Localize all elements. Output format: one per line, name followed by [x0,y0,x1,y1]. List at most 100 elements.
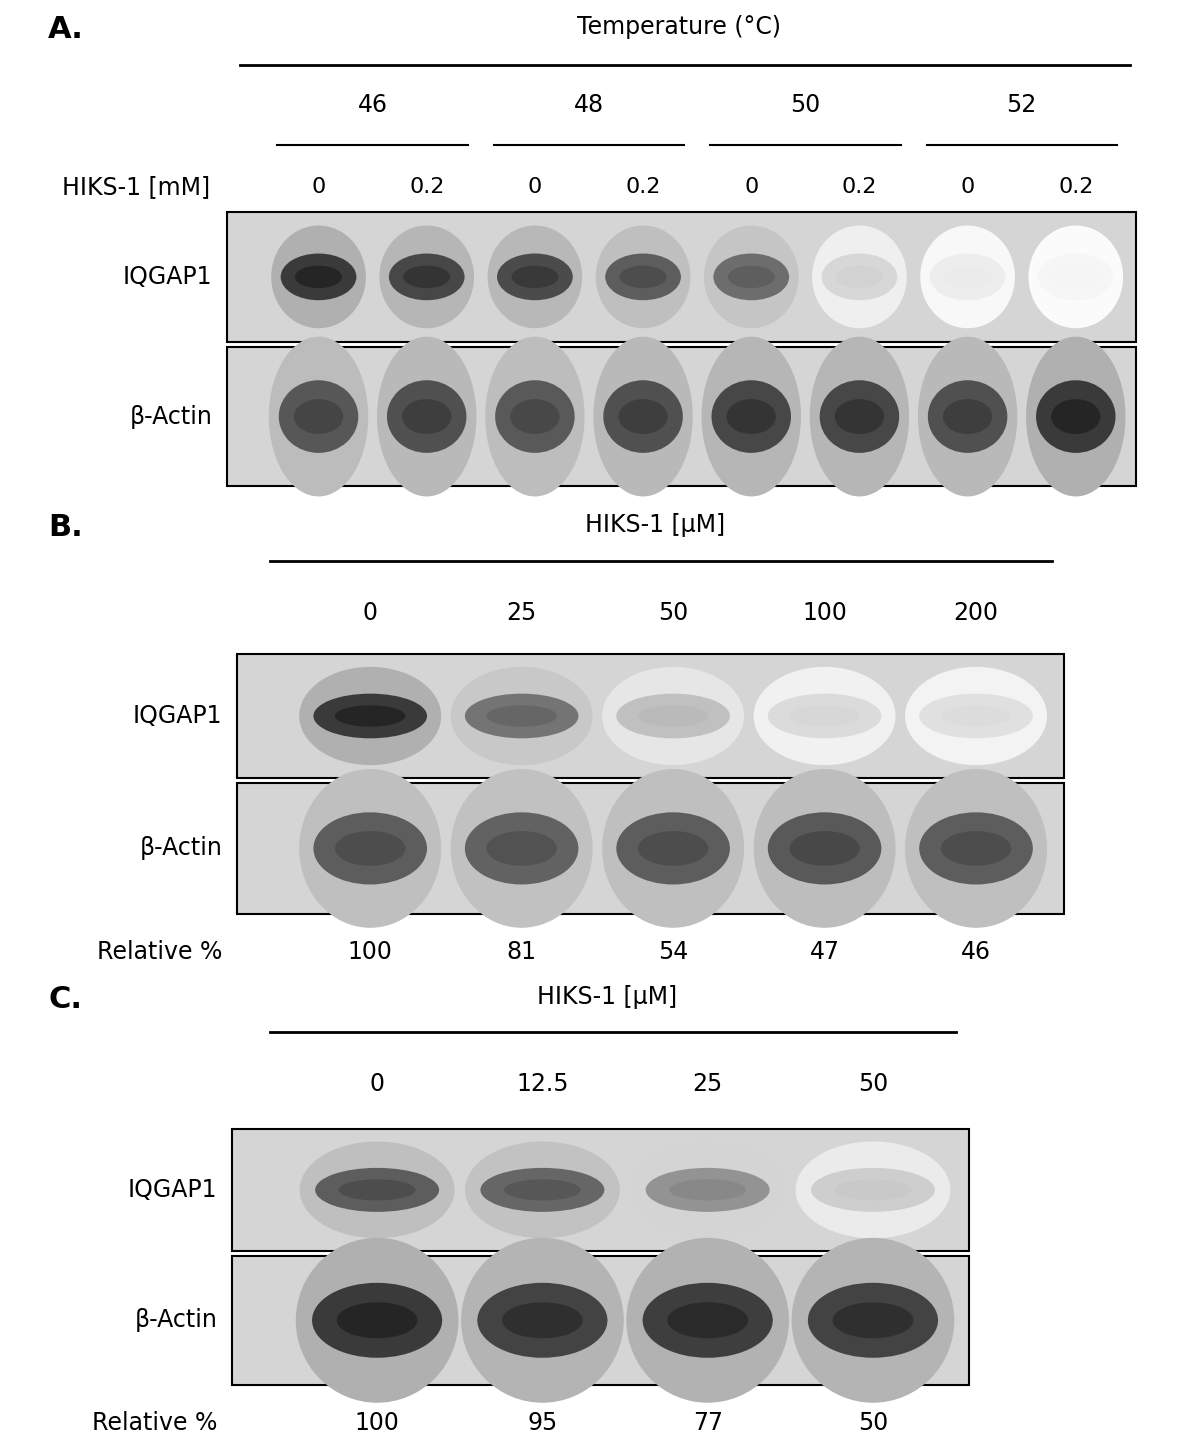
Text: 0: 0 [311,176,326,197]
Ellipse shape [702,337,801,496]
Ellipse shape [768,813,881,885]
Ellipse shape [905,667,1047,765]
Text: 50: 50 [858,1410,888,1434]
Ellipse shape [403,266,451,288]
Ellipse shape [834,1180,911,1200]
Ellipse shape [296,1238,458,1403]
Text: 50: 50 [657,602,689,625]
Ellipse shape [941,831,1011,866]
Ellipse shape [487,831,557,866]
Ellipse shape [796,1141,951,1238]
Text: 0.2: 0.2 [1058,176,1094,197]
Ellipse shape [643,1283,773,1358]
Text: IQGAP1: IQGAP1 [123,265,212,289]
Ellipse shape [617,694,730,739]
FancyBboxPatch shape [232,1129,969,1251]
Ellipse shape [451,769,593,928]
Text: 77: 77 [692,1410,722,1434]
Ellipse shape [617,813,730,885]
Ellipse shape [942,399,993,434]
FancyBboxPatch shape [237,782,1064,914]
Text: 47: 47 [810,940,839,964]
Ellipse shape [833,1303,914,1339]
Ellipse shape [834,399,885,434]
Ellipse shape [1037,253,1113,301]
Ellipse shape [704,226,798,328]
Ellipse shape [645,1168,769,1212]
Text: 46: 46 [358,93,387,117]
Ellipse shape [630,1141,785,1238]
Ellipse shape [768,694,881,739]
Ellipse shape [929,253,1005,301]
Text: 100: 100 [355,1410,399,1434]
Ellipse shape [596,226,690,328]
Ellipse shape [293,399,344,434]
Text: C.: C. [48,986,82,1015]
Ellipse shape [1052,266,1100,288]
Ellipse shape [626,1238,789,1403]
Ellipse shape [465,813,578,885]
Ellipse shape [510,399,560,434]
Ellipse shape [462,1238,624,1403]
Ellipse shape [713,253,790,301]
Text: 48: 48 [573,93,605,117]
Ellipse shape [272,226,365,328]
Ellipse shape [279,380,358,453]
Ellipse shape [638,831,708,866]
Ellipse shape [920,813,1033,885]
Text: 100: 100 [347,940,393,964]
Text: Temperature (°C): Temperature (°C) [577,14,781,39]
Ellipse shape [726,399,776,434]
Ellipse shape [335,831,405,866]
Ellipse shape [808,1283,938,1358]
Ellipse shape [314,694,427,739]
Ellipse shape [918,337,1017,496]
Text: A.: A. [48,14,84,43]
Text: 0: 0 [744,176,758,197]
Ellipse shape [810,337,909,496]
Ellipse shape [1051,399,1101,434]
Ellipse shape [486,337,584,496]
Ellipse shape [638,706,708,727]
Ellipse shape [401,399,452,434]
Ellipse shape [504,1180,581,1200]
Ellipse shape [299,1141,454,1238]
Text: Relative %: Relative % [91,1410,218,1434]
Ellipse shape [281,253,357,301]
FancyBboxPatch shape [226,347,1136,486]
Ellipse shape [502,1303,583,1339]
Ellipse shape [602,769,744,928]
Ellipse shape [488,226,582,328]
Text: Relative %: Relative % [97,940,222,964]
Ellipse shape [465,1141,620,1238]
FancyBboxPatch shape [232,1255,969,1385]
Ellipse shape [339,1180,416,1200]
Text: 0: 0 [528,176,542,197]
Ellipse shape [792,1238,954,1403]
Ellipse shape [511,266,559,288]
Text: 54: 54 [657,940,689,964]
Text: IQGAP1: IQGAP1 [127,1178,218,1202]
Ellipse shape [603,380,683,453]
Ellipse shape [712,380,791,453]
Ellipse shape [294,266,343,288]
Ellipse shape [670,1180,746,1200]
Ellipse shape [495,380,575,453]
Text: HIKS-1 [μM]: HIKS-1 [μM] [537,986,677,1009]
Text: 95: 95 [528,1410,558,1434]
Text: 0: 0 [363,602,377,625]
Ellipse shape [754,769,895,928]
Ellipse shape [820,380,899,453]
Ellipse shape [477,1283,607,1358]
Ellipse shape [790,831,859,866]
Ellipse shape [481,1168,605,1212]
Ellipse shape [315,1168,439,1212]
Ellipse shape [790,706,859,727]
Text: 0.2: 0.2 [625,176,661,197]
Ellipse shape [380,226,474,328]
Text: β-Actin: β-Actin [139,836,222,860]
Text: 25: 25 [506,602,537,625]
Ellipse shape [667,1303,748,1339]
Ellipse shape [594,337,692,496]
Ellipse shape [335,706,405,727]
